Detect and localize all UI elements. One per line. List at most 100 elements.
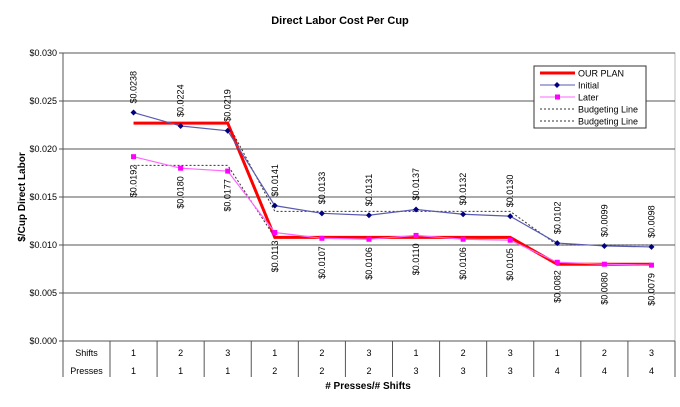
table-cell: 3: [366, 348, 371, 358]
legend-label: Budgeting Line: [578, 105, 638, 115]
legend-label: Budgeting Line: [578, 117, 638, 127]
initial-point: [224, 127, 231, 134]
table-cell: 3: [414, 366, 419, 376]
legend-label: Later: [578, 93, 599, 103]
later-point: [366, 236, 372, 242]
y-tick-label: $0.000: [29, 336, 57, 346]
table-cell: 4: [602, 366, 607, 376]
later-point: [460, 236, 466, 242]
y-tick-label: $0.030: [29, 48, 57, 58]
table-row-header: Shifts: [75, 348, 98, 358]
table-cell: 4: [649, 366, 654, 376]
initial-point: [365, 212, 372, 219]
initial-point: [177, 122, 184, 129]
chart-title: Direct Labor Cost Per Cup: [271, 15, 409, 27]
initial-point: [460, 211, 467, 218]
later-point: [131, 154, 137, 160]
legend-marker: [554, 82, 560, 88]
later-data-label: $0.0110: [411, 243, 421, 275]
table-cell: 2: [272, 366, 277, 376]
table-cell: 1: [414, 348, 419, 358]
table-cell: 4: [555, 366, 560, 376]
legend-label: OUR PLAN: [578, 69, 624, 79]
table-cell: 2: [178, 348, 183, 358]
table-cell: 3: [649, 348, 654, 358]
series-lines: [130, 109, 655, 268]
y-tick-label: $0.005: [29, 288, 57, 298]
later-point: [272, 230, 278, 236]
table-cell: 1: [131, 366, 136, 376]
initial-point: [648, 243, 655, 250]
later-data-label: $0.0080: [599, 272, 609, 305]
initial-data-label: $0.0102: [552, 202, 562, 235]
data-table: Shifts 1 2 3 1 2 3 1 2 3 1 2 3 Presses 1 1 1 2 2 2 3 3 3 4 4 4: [70, 341, 676, 377]
table-cell: 2: [319, 348, 324, 358]
initial-data-label: $0.0133: [317, 172, 327, 205]
initial-data-label: $0.0131: [364, 174, 374, 207]
later-data-label: $0.0105: [505, 248, 515, 281]
table-cell: 1: [555, 348, 560, 358]
table-cell: 3: [508, 366, 513, 376]
data-labels: $0.0238 $0.0224 $0.0219 $0.0141 $0.0133 $0.01…: [129, 71, 657, 306]
initial-point: [601, 242, 608, 249]
table-cell: 2: [602, 348, 607, 358]
table-row-header: Presses: [70, 366, 103, 376]
axes: $0.000 $0.005 $0.010 $0.015 $0.020 $0.025 $0.0…: [29, 48, 675, 377]
initial-data-label: $0.0099: [599, 204, 609, 237]
initial-data-label: $0.0219: [223, 89, 233, 122]
y-tick-label: $0.025: [29, 96, 57, 106]
later-data-label: $0.0180: [176, 176, 186, 209]
later-data-label: $0.0082: [552, 270, 562, 303]
later-point: [178, 165, 184, 171]
later-data-label: $0.0106: [458, 247, 468, 280]
later-point: [601, 261, 607, 267]
later-point: [319, 235, 325, 241]
y-tick-label: $0.015: [29, 192, 57, 202]
initial-point: [271, 202, 278, 209]
initial-data-label: $0.0137: [411, 168, 421, 201]
table-cell: 1: [225, 366, 230, 376]
y-axis-label: $/Cup Direct Labor: [17, 152, 28, 242]
table-cell: 1: [272, 348, 277, 358]
later-data-label: $0.0177: [223, 179, 233, 212]
later-point: [413, 232, 419, 238]
y-tick-label: $0.010: [29, 240, 57, 250]
table-cell: 2: [461, 348, 466, 358]
table-cell: 1: [131, 348, 136, 358]
table-cell: 3: [225, 348, 230, 358]
x-axis-label: # Presses/# Shifts: [325, 381, 411, 392]
legend-marker: [555, 94, 560, 100]
later-data-label: $0.0113: [270, 241, 280, 273]
initial-point: [507, 213, 514, 220]
initial-data-label: $0.0098: [646, 205, 656, 238]
initial-data-label: $0.0132: [458, 173, 468, 206]
initial-point: [318, 210, 325, 217]
table-cell: 3: [508, 348, 513, 358]
initial-data-label: $0.0141: [270, 164, 280, 197]
y-tick-label: $0.020: [29, 144, 57, 154]
legend-label: Initial: [578, 81, 599, 91]
later-data-label: $0.0192: [129, 165, 139, 198]
later-data-label: $0.0079: [646, 273, 656, 306]
series-line-later: [133, 156, 652, 266]
later-point: [507, 237, 513, 243]
initial-data-label: $0.0130: [505, 175, 515, 208]
later-point: [225, 168, 231, 174]
initial-data-label: $0.0224: [176, 84, 186, 117]
table-cell: 2: [319, 366, 324, 376]
legend: OUR PLAN Initial Later Budgeting Line Budget…: [533, 65, 647, 129]
initial-point: [554, 240, 561, 247]
series-line-initial: [133, 111, 652, 248]
later-data-label: $0.0106: [364, 247, 374, 280]
table-cell: 2: [366, 366, 371, 376]
later-point: [554, 259, 560, 265]
table-cell: 1: [178, 366, 183, 376]
table-cell: 3: [461, 366, 466, 376]
initial-point: [130, 109, 137, 116]
later-point: [648, 262, 654, 268]
initial-data-label: $0.0238: [129, 71, 139, 104]
later-data-label: $0.0107: [317, 246, 327, 279]
initial-point: [413, 206, 420, 213]
